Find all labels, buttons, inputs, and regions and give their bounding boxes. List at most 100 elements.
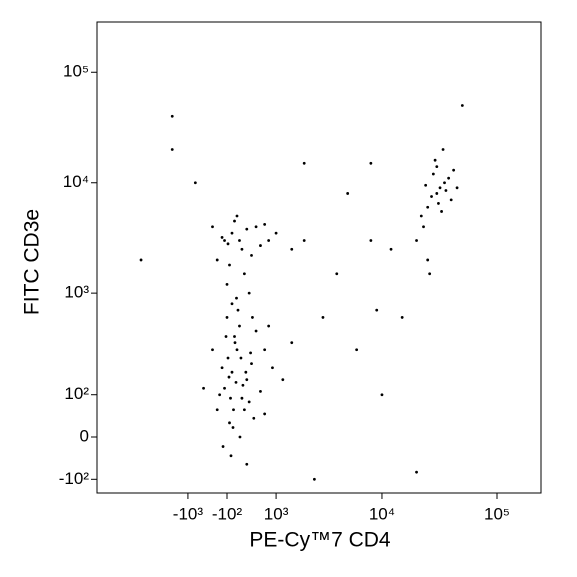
- event-dot: [422, 225, 425, 229]
- x-tick-label: -10³: [173, 504, 204, 523]
- event-dot: [440, 210, 443, 213]
- event-dot: [235, 348, 239, 352]
- event-dot: [419, 214, 423, 218]
- event-dot: [250, 253, 253, 257]
- event-dot: [233, 341, 237, 345]
- event-dot: [230, 370, 234, 374]
- event-dot: [375, 308, 379, 312]
- event-dot: [247, 400, 251, 404]
- event-dot: [242, 408, 246, 412]
- event-dot: [443, 181, 446, 185]
- event-dot: [335, 272, 339, 276]
- event-dot: [437, 202, 440, 205]
- event-dot: [438, 186, 442, 190]
- event-dot: [355, 348, 359, 352]
- event-dot: [170, 148, 174, 151]
- event-dot: [252, 416, 256, 420]
- event-dot: [312, 477, 316, 481]
- event-dot: [250, 362, 253, 366]
- y-tick-label: 0: [80, 426, 89, 445]
- event-dot: [202, 386, 205, 390]
- event-dot: [234, 381, 238, 384]
- event-dot: [225, 283, 229, 286]
- event-dot: [290, 247, 294, 251]
- event-dot: [170, 114, 174, 118]
- event-dot: [228, 263, 231, 267]
- event-dot: [400, 316, 404, 319]
- event-dot: [240, 247, 244, 251]
- event-dot: [424, 183, 428, 187]
- event-dot: [230, 302, 234, 306]
- event-dot: [433, 158, 437, 162]
- event-dot: [426, 205, 430, 209]
- x-tick-label: 10⁴: [369, 504, 395, 523]
- event-dot: [426, 258, 430, 262]
- event-dot: [240, 396, 244, 400]
- y-axis-title: FITC CD3e: [21, 209, 44, 315]
- event-dot: [271, 366, 274, 370]
- event-dot: [220, 236, 224, 239]
- event-dot: [249, 351, 252, 355]
- event-dot: [449, 198, 453, 202]
- event-dot: [242, 272, 246, 276]
- event-dot: [139, 258, 143, 262]
- event-dot: [232, 408, 235, 412]
- event-dot: [452, 168, 456, 172]
- event-dot: [215, 258, 219, 262]
- event-dot: [263, 412, 267, 416]
- x-tick-label: 10⁵: [484, 504, 510, 523]
- event-dot: [226, 242, 230, 246]
- event-dot: [220, 366, 224, 370]
- plot-frame: [96, 21, 542, 494]
- event-dot: [321, 316, 325, 319]
- event-dot: [263, 222, 267, 226]
- event-dot: [460, 104, 464, 107]
- event-dot: [215, 408, 219, 412]
- event-dot: [223, 239, 226, 242]
- event-dot: [235, 214, 239, 218]
- event-dot: [302, 161, 306, 165]
- event-dot: [245, 462, 249, 466]
- event-dot: [218, 393, 222, 397]
- event-dot: [259, 390, 262, 393]
- event-dot: [254, 225, 258, 229]
- event-dot: [290, 341, 294, 345]
- event-dot: [369, 239, 373, 242]
- event-dot: [223, 386, 226, 390]
- event-dot: [229, 396, 232, 400]
- event-dot: [238, 239, 241, 242]
- event-dot: [241, 383, 245, 387]
- event-dot: [221, 445, 225, 448]
- event-dot: [444, 189, 448, 192]
- event-dot: [224, 335, 228, 338]
- event-dot: [238, 435, 242, 439]
- event-dot: [244, 370, 248, 374]
- event-dot: [428, 272, 432, 276]
- y-tick-label: 10⁵: [63, 62, 89, 81]
- event-dot: [236, 308, 240, 312]
- event-dot: [415, 239, 418, 242]
- event-dot: [267, 239, 271, 242]
- event-dot: [245, 227, 249, 231]
- event-dot: [231, 426, 235, 429]
- y-tick-label: 10²: [64, 384, 89, 403]
- event-dot: [235, 296, 238, 300]
- event-dot: [211, 225, 214, 229]
- event-dot: [441, 148, 445, 151]
- event-dot: [389, 247, 393, 251]
- event-dot: [380, 393, 384, 397]
- event-dot: [415, 470, 418, 474]
- event-dot: [267, 324, 271, 328]
- event-dot: [259, 244, 262, 247]
- event-dot: [447, 176, 451, 180]
- event-dot: [455, 186, 459, 190]
- event-dot: [435, 165, 439, 169]
- event-dot: [233, 335, 236, 338]
- event-dot: [247, 291, 251, 295]
- x-axis-title: PE-Cy™7 CD4: [249, 529, 391, 552]
- event-dot: [263, 348, 267, 352]
- event-dot: [193, 181, 197, 185]
- event-dot: [281, 378, 285, 382]
- y-tick-label: -10²: [59, 469, 90, 488]
- event-dot: [226, 356, 230, 360]
